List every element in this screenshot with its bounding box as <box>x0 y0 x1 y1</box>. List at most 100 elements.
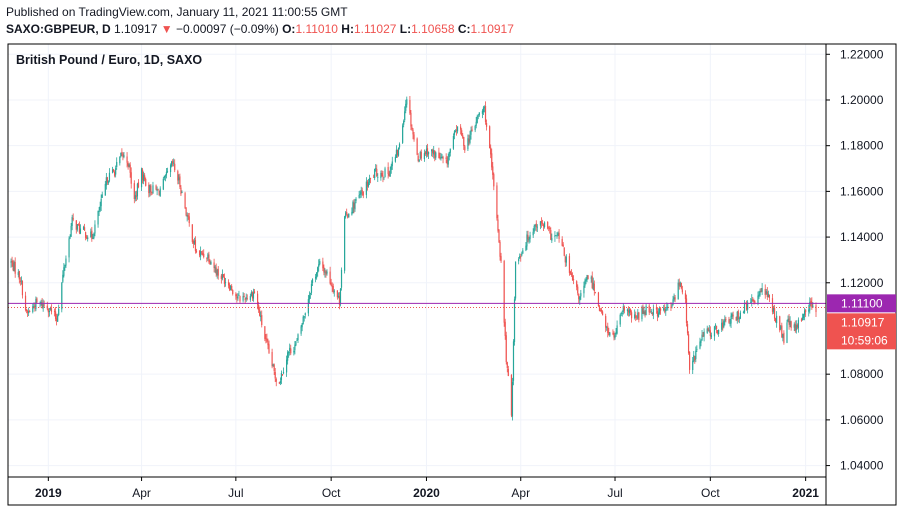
candle-body <box>83 227 86 231</box>
candle <box>745 300 748 311</box>
candle-body <box>251 292 254 299</box>
candle <box>468 134 470 146</box>
candle-body <box>594 292 596 294</box>
candle <box>481 109 484 119</box>
candle-body <box>452 136 455 149</box>
candle <box>630 310 633 323</box>
candle-body <box>380 172 382 179</box>
candle <box>156 186 158 196</box>
candle-body <box>326 271 328 274</box>
candle-body <box>112 169 115 172</box>
candle <box>612 329 614 336</box>
candle <box>171 160 173 168</box>
candle-body <box>475 121 477 126</box>
candle-body <box>753 300 755 303</box>
published-text: Published on TradingView.com, January 11… <box>6 5 348 19</box>
candle-body <box>601 311 604 316</box>
candle-body <box>309 293 312 295</box>
candle <box>309 292 312 299</box>
candle <box>493 172 495 191</box>
candle <box>128 163 130 168</box>
candle <box>136 182 139 200</box>
candle-body <box>590 277 592 279</box>
candles[interactable] <box>10 96 817 421</box>
candle-body <box>499 242 501 257</box>
candle <box>318 259 320 272</box>
candle-body <box>56 318 58 322</box>
candle-body <box>620 313 622 315</box>
candle-body <box>426 148 429 156</box>
candle <box>804 307 806 321</box>
candle <box>413 131 415 142</box>
candle <box>278 381 280 385</box>
candle-body <box>85 232 87 238</box>
candle-body <box>779 316 781 331</box>
candle-body <box>62 274 64 282</box>
candle-body <box>522 250 524 254</box>
candle-body <box>57 315 59 322</box>
candle-body <box>296 339 298 341</box>
candle-body <box>702 335 704 337</box>
candle-body <box>427 152 430 155</box>
candle-body <box>435 152 437 158</box>
candle-body <box>572 279 575 281</box>
candle <box>664 304 666 314</box>
candle <box>489 125 491 149</box>
candle-body <box>678 282 680 286</box>
candle <box>100 194 102 211</box>
candle-body <box>445 157 447 160</box>
candle-body <box>586 275 588 281</box>
candle <box>274 367 276 383</box>
time-axis[interactable]: 2019 Apr Jul Oct 2020 Apr Jul Oct 2021 <box>35 477 819 500</box>
candle <box>87 235 89 242</box>
candle <box>706 325 708 334</box>
candle-body <box>608 331 610 336</box>
candle-body <box>637 312 639 319</box>
candle <box>116 157 118 170</box>
candle <box>62 270 64 283</box>
candle-body <box>732 314 734 317</box>
candle <box>68 236 70 263</box>
candle <box>410 110 412 131</box>
candle <box>678 278 680 290</box>
candle <box>570 269 573 277</box>
candle-body <box>447 157 449 165</box>
candle <box>645 303 647 316</box>
candle-body <box>143 174 145 182</box>
price-axis[interactable]: 1.22000 1.20000 1.18000 1.16000 1.14000 1.120… <box>826 47 884 473</box>
candle <box>206 257 208 263</box>
candle <box>522 248 524 254</box>
candle <box>525 242 527 252</box>
candle-body <box>527 235 529 240</box>
candle-body <box>491 153 493 168</box>
candle <box>390 163 392 174</box>
candle <box>297 333 299 343</box>
candle <box>184 191 186 209</box>
candle <box>193 237 196 245</box>
candle-body <box>352 202 354 214</box>
candle-body <box>657 312 660 317</box>
candle-body <box>77 224 79 226</box>
candle-body <box>180 187 182 195</box>
candle-body <box>648 305 650 313</box>
candle <box>469 130 471 145</box>
candle <box>815 302 817 318</box>
candle <box>758 290 760 299</box>
candle <box>223 273 226 288</box>
candle-body <box>419 152 421 159</box>
candle <box>163 175 165 181</box>
candle <box>692 357 694 375</box>
candle <box>69 234 71 240</box>
candle-body <box>34 305 36 309</box>
candle-body <box>629 309 632 313</box>
candle <box>419 150 421 160</box>
candle <box>477 114 479 120</box>
candle-body <box>585 279 587 282</box>
candle-body <box>201 251 203 253</box>
candle <box>599 308 602 312</box>
candle-body <box>230 285 232 291</box>
candle-body <box>329 271 331 284</box>
candle <box>716 329 719 335</box>
candle-body <box>126 156 128 163</box>
